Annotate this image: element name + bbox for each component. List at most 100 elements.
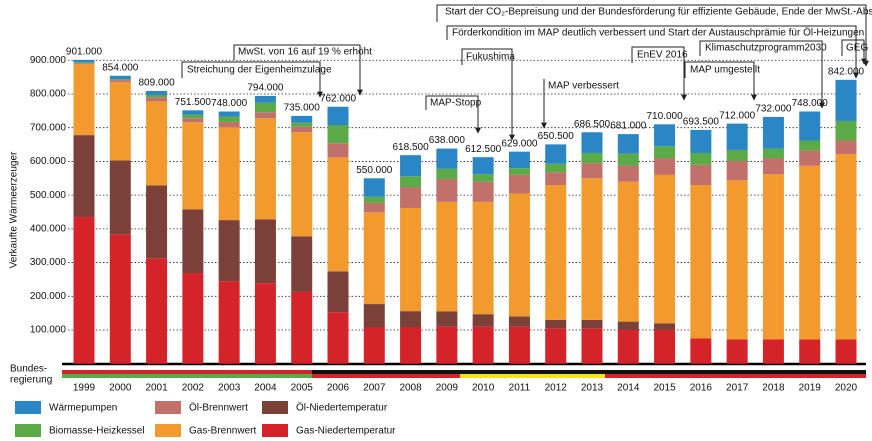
annotation: MAP verbessert [548,81,619,92]
bar-segment [291,236,313,292]
bar-segment [581,319,603,329]
total-label: 710.000 [646,111,683,122]
bar-segment [508,168,530,175]
bar-segment [363,326,385,364]
bar-segment [835,120,857,141]
bar-segment [109,75,131,80]
y-tick-label: 800.000 [30,89,67,100]
bar-segment [218,281,240,364]
x-tick-label: 2013 [581,383,604,394]
y-tick-label: 300.000 [30,257,67,268]
bar-segment [799,165,821,340]
bar-segment [617,330,639,364]
bar-segment [182,114,204,119]
bar-segment [654,124,676,147]
bar-segment [726,339,748,364]
annotation: EnEV 2016 [637,50,688,61]
bar-segment [654,323,676,331]
bar-segment [472,174,494,182]
bar-segment [654,174,676,324]
y-tick-label: 100.000 [30,325,67,336]
legend-label: Biomasse-Heizkessel [49,426,145,437]
bar-segment [436,178,458,202]
bar-segment [254,95,276,103]
annotation: Streichung der Eigenheimzulage [187,65,332,76]
bar-segment [617,181,639,322]
bar-segment [762,174,784,340]
bar-segment [545,144,567,164]
annotation-arrow [631,46,687,101]
x-tick-label: 2018 [762,383,785,394]
bar-segment [545,163,567,173]
bar-segment [726,180,748,340]
bar-segment [508,193,530,317]
bar-segment [291,132,313,237]
bar-segment [146,94,168,98]
annotation-arrow [684,61,757,101]
legend-label: Öl-Niedertemperatur [296,402,388,414]
bar-segment [182,122,204,210]
bar-segment [762,339,784,364]
total-label: 693.500 [683,117,720,128]
x-tick-label: 2006 [327,383,350,394]
x-tick-label: 2009 [436,383,459,394]
bar-segment [472,314,494,327]
bar-segment [146,90,168,95]
bar-segment [182,273,204,364]
bar-segment [726,123,748,150]
x-tick-label: 2000 [109,383,132,394]
legend-swatch [155,401,181,414]
legend-swatch [155,424,181,437]
annotation-arrow [181,61,323,98]
annotation: MAP-Stopp [430,98,482,109]
bar-segment [508,316,530,327]
bar-segment [690,152,712,165]
x-tick-label: 2002 [182,383,205,394]
bar-segment [363,202,385,213]
annotation: Start der CO₂-Bepreisung und der Bundesf… [445,7,872,18]
x-tick-label: 2015 [653,383,676,394]
bar-segment [146,101,168,186]
bar-segment [654,330,676,364]
total-label: 650.500 [538,131,575,142]
total-label: 618.500 [392,142,429,153]
bar-segment [508,326,530,364]
bar-segment [218,127,240,221]
total-label: 794.000 [247,83,284,94]
x-tick-label: 2005 [291,383,314,394]
bar-segment [799,140,821,151]
legend-label: Wärmepumpen [49,403,117,414]
bar-segment [218,220,240,282]
legend-swatch [15,401,41,414]
bar-segment [73,217,95,364]
bar-segment [799,150,821,166]
annotation: Klimaschutzprogramm2030 [705,43,827,54]
government-label: regierung [10,375,52,386]
annotation-arrow [446,25,859,79]
bar-segment [400,207,422,312]
y-tick-label: 700.000 [30,122,67,133]
bar-segment [472,201,494,315]
legend-swatch [262,401,288,414]
bar-segment [835,153,857,340]
bar-segment [291,126,313,133]
bar-segment [327,106,349,125]
bar-segment [109,80,131,83]
x-tick-label: 2001 [145,383,168,394]
y-tick-label: 900.000 [30,55,67,66]
total-label: 712.000 [719,110,756,121]
annotation-arrow [841,39,867,65]
bar-segment [799,111,821,141]
x-tick-label: 2019 [799,383,822,394]
total-label: 748.000 [792,98,829,109]
bar-segment [182,209,204,274]
total-label: 612.500 [465,144,502,155]
bar-segment [146,185,168,259]
bar-segment [400,176,422,188]
legend-label: Gas-Brennwert [189,426,256,437]
bar-segment [254,102,276,113]
bar-segment [690,185,712,339]
legend-swatch [15,424,41,437]
bar-segment [835,140,857,154]
bar-segment [291,122,313,127]
